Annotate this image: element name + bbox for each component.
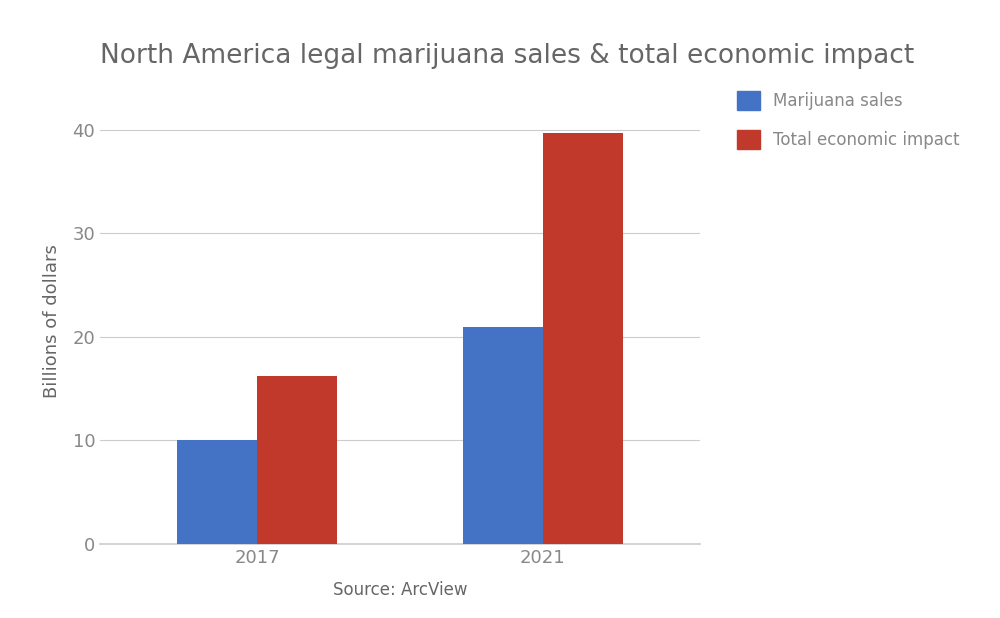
Bar <box>543 133 623 544</box>
Bar <box>257 376 337 544</box>
Y-axis label: Billions of dollars: Billions of dollars <box>43 245 61 398</box>
Bar <box>463 326 543 544</box>
Text: Source: ArcView: Source: ArcView <box>333 582 467 599</box>
Text: North America legal marijuana sales & total economic impact: North America legal marijuana sales & to… <box>100 43 914 69</box>
Bar <box>177 441 257 544</box>
Legend: Marijuana sales, Total economic impact: Marijuana sales, Total economic impact <box>728 82 968 158</box>
